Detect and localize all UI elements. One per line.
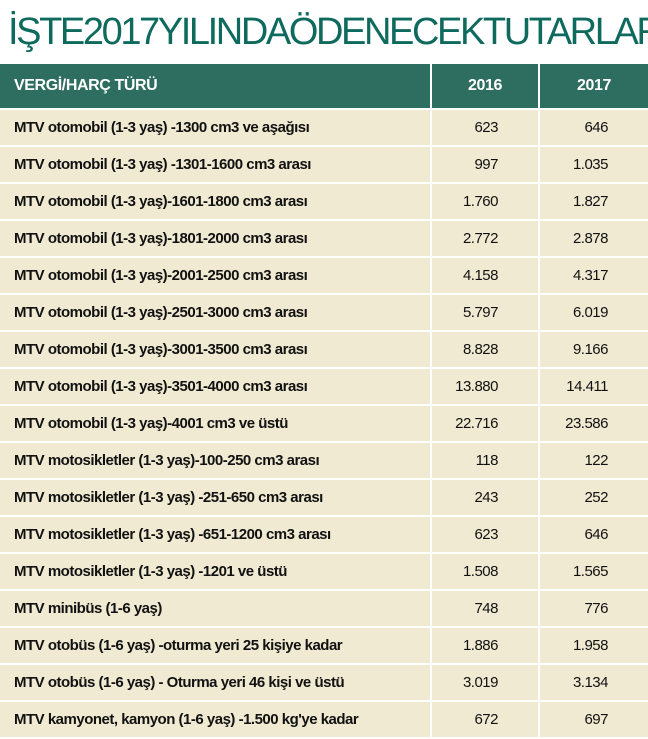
table-row: MTV kamyonet, kamyon (1-6 yaş) -1.500 kg… <box>0 702 648 739</box>
cell-2017: 122 <box>540 443 648 480</box>
table-row: MTV otomobil (1-3 yaş) -1300 cm3 ve aşağ… <box>0 110 648 147</box>
table-row: MTV otomobil (1-3 yaş) -1301-1600 cm3 ar… <box>0 147 648 184</box>
cell-tax-type: MTV otomobil (1-3 yaş)-2001-2500 cm3 ara… <box>0 258 432 295</box>
table-row: MTV otomobil (1-3 yaş)-3001-3500 cm3 ara… <box>0 332 648 369</box>
cell-tax-type: MTV otomobil (1-3 yaş)-2501-3000 cm3 ara… <box>0 295 432 332</box>
cell-2016: 118 <box>432 443 540 480</box>
cell-2017: 1.035 <box>540 147 648 184</box>
cell-2017: 23.586 <box>540 406 648 443</box>
cell-2017: 4.317 <box>540 258 648 295</box>
cell-2016: 748 <box>432 591 540 628</box>
table-row: MTV otomobil (1-3 yaş)-1801-2000 cm3 ara… <box>0 221 648 258</box>
cell-2016: 623 <box>432 110 540 147</box>
tax-table: VERGİ/HARÇ TÜRÜ 2016 2017 MTV otomobil (… <box>0 64 648 739</box>
cell-2017: 697 <box>540 702 648 739</box>
cell-2017: 646 <box>540 517 648 554</box>
table-row: MTV motosikletler (1-3 yaş) -1201 ve üst… <box>0 554 648 591</box>
cell-2016: 243 <box>432 480 540 517</box>
column-header-tax-type: VERGİ/HARÇ TÜRÜ <box>0 64 432 110</box>
cell-2016: 2.772 <box>432 221 540 258</box>
cell-2017: 776 <box>540 591 648 628</box>
table-row: MTV motosikletler (1-3 yaş) -251-650 cm3… <box>0 480 648 517</box>
cell-tax-type: MTV otomobil (1-3 yaş)-1601-1800 cm3 ara… <box>0 184 432 221</box>
cell-2016: 13.880 <box>432 369 540 406</box>
cell-2017: 1.565 <box>540 554 648 591</box>
column-header-2016: 2016 <box>432 64 540 110</box>
cell-tax-type: MTV otomobil (1-3 yaş)-3501-4000 cm3 ara… <box>0 369 432 406</box>
cell-2017: 646 <box>540 110 648 147</box>
cell-2017: 3.134 <box>540 665 648 702</box>
table-row: MTV otomobil (1-3 yaş)-2501-3000 cm3 ara… <box>0 295 648 332</box>
table-row: MTV otomobil (1-3 yaş)-4001 cm3 ve üstü 2… <box>0 406 648 443</box>
cell-tax-type: MTV otomobil (1-3 yaş)-4001 cm3 ve üstü <box>0 406 432 443</box>
cell-2016: 623 <box>432 517 540 554</box>
table-row: MTV motosikletler (1-3 yaş)-100-250 cm3 … <box>0 443 648 480</box>
table-row: MTV otobüs (1-6 yaş) -oturma yeri 25 kiş… <box>0 628 648 665</box>
cell-2016: 1.760 <box>432 184 540 221</box>
cell-2017: 1.958 <box>540 628 648 665</box>
cell-2017: 6.019 <box>540 295 648 332</box>
table-row: MTV otomobil (1-3 yaş)-2001-2500 cm3 ara… <box>0 258 648 295</box>
cell-tax-type: MTV otomobil (1-3 yaş) -1300 cm3 ve aşağ… <box>0 110 432 147</box>
cell-2016: 1.886 <box>432 628 540 665</box>
table-header-row: VERGİ/HARÇ TÜRÜ 2016 2017 <box>0 64 648 110</box>
tax-table-page: İŞTE2017YILINDAÖDENECEKTUTARLAR VERGİ/HA… <box>0 11 648 739</box>
cell-tax-type: MTV motosikletler (1-3 yaş) -1201 ve üst… <box>0 554 432 591</box>
cell-2016: 997 <box>432 147 540 184</box>
cell-tax-type: MTV motosikletler (1-3 yaş)-100-250 cm3 … <box>0 443 432 480</box>
cell-tax-type: MTV otomobil (1-3 yaş)-3001-3500 cm3 ara… <box>0 332 432 369</box>
table-body: MTV otomobil (1-3 yaş) -1300 cm3 ve aşağ… <box>0 110 648 739</box>
cell-2017: 2.878 <box>540 221 648 258</box>
cell-2017: 9.166 <box>540 332 648 369</box>
cell-2017: 252 <box>540 480 648 517</box>
cell-2016: 3.019 <box>432 665 540 702</box>
cell-tax-type: MTV otobüs (1-6 yaş) - Oturma yeri 46 ki… <box>0 665 432 702</box>
cell-2017: 1.827 <box>540 184 648 221</box>
table-row: MTV otomobil (1-3 yaş)-1601-1800 cm3 ara… <box>0 184 648 221</box>
cell-2016: 22.716 <box>432 406 540 443</box>
cell-2016: 1.508 <box>432 554 540 591</box>
table-row: MTV minibüs (1-6 yaş) 748 776 <box>0 591 648 628</box>
cell-tax-type: MTV motosikletler (1-3 yaş) -251-650 cm3… <box>0 480 432 517</box>
cell-2016: 672 <box>432 702 540 739</box>
cell-tax-type: MTV otomobil (1-3 yaş)-1801-2000 cm3 ara… <box>0 221 432 258</box>
cell-tax-type: MTV otomobil (1-3 yaş) -1301-1600 cm3 ar… <box>0 147 432 184</box>
column-header-2017: 2017 <box>540 64 648 110</box>
cell-2017: 14.411 <box>540 369 648 406</box>
table-row: MTV otomobil (1-3 yaş)-3501-4000 cm3 ara… <box>0 369 648 406</box>
cell-2016: 5.797 <box>432 295 540 332</box>
table-row: MTV otobüs (1-6 yaş) - Oturma yeri 46 ki… <box>0 665 648 702</box>
page-title: İŞTE2017YILINDAÖDENECEKTUTARLAR <box>8 11 648 53</box>
cell-tax-type: MTV motosikletler (1-3 yaş) -651-1200 cm… <box>0 517 432 554</box>
cell-tax-type: MTV kamyonet, kamyon (1-6 yaş) -1.500 kg… <box>0 702 432 739</box>
table-row: MTV motosikletler (1-3 yaş) -651-1200 cm… <box>0 517 648 554</box>
cell-2016: 8.828 <box>432 332 540 369</box>
cell-tax-type: MTV minibüs (1-6 yaş) <box>0 591 432 628</box>
cell-2016: 4.158 <box>432 258 540 295</box>
cell-tax-type: MTV otobüs (1-6 yaş) -oturma yeri 25 kiş… <box>0 628 432 665</box>
